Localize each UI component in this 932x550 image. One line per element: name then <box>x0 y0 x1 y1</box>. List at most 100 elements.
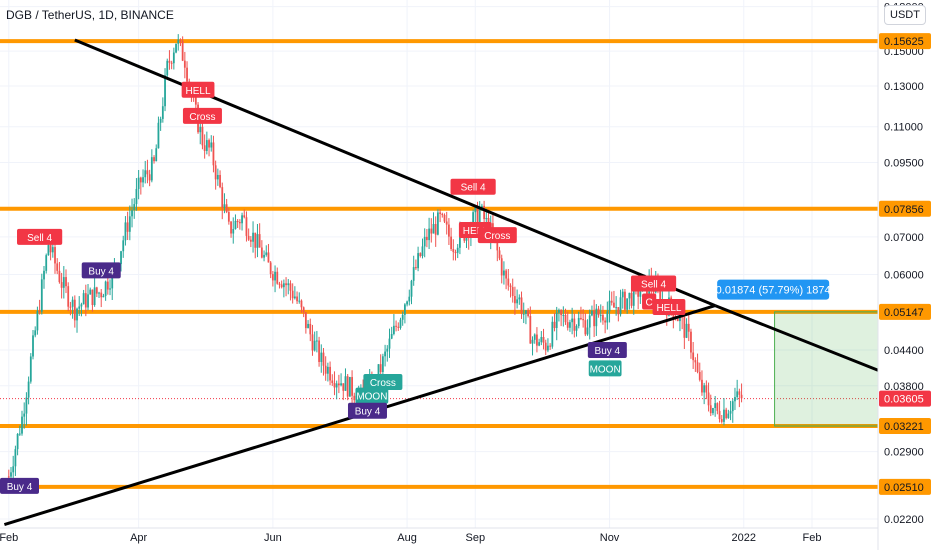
chart-title: DGB / TetherUS, 1D, BINANCE <box>6 8 174 22</box>
candle-body <box>318 340 320 362</box>
measure-label: 0.01874 (57.79%) 1874 <box>716 285 831 297</box>
last-price-label-bg <box>879 390 931 407</box>
signal-marker-label: Cross <box>370 378 396 389</box>
x-tick-label: Aug <box>397 532 417 544</box>
candle-body <box>181 41 184 61</box>
signal-marker-bg <box>347 402 387 419</box>
candle-body <box>25 397 28 414</box>
candle-body <box>254 232 257 248</box>
candle-body <box>348 377 351 397</box>
candle-body <box>562 314 565 316</box>
candle-body <box>324 365 327 374</box>
candle-body <box>707 392 710 406</box>
candle-body <box>397 326 400 328</box>
candle-body <box>124 222 127 241</box>
signal-marker-label: C <box>646 297 653 308</box>
candle-body <box>474 206 477 213</box>
candle-body <box>381 356 384 372</box>
candle-body <box>10 472 12 477</box>
signal-marker-bg <box>355 387 389 404</box>
candle-body <box>144 170 147 178</box>
candle-body <box>692 352 695 361</box>
candle-body <box>293 296 296 299</box>
candle-body <box>593 310 596 327</box>
signal-marker-bg <box>587 342 627 359</box>
candle-body <box>155 148 158 162</box>
signal-marker-bg <box>450 178 496 195</box>
candle-body <box>536 334 538 346</box>
price-axis-bg <box>878 0 932 550</box>
candle-body <box>58 270 61 283</box>
signal-marker-label: HELL <box>463 226 488 237</box>
candle-body <box>212 142 215 166</box>
candle-body <box>434 223 437 235</box>
currency-button[interactable]: USDT <box>884 5 926 25</box>
signal-marker-label: MOON <box>356 392 387 403</box>
candle-body <box>179 39 182 42</box>
time-axis[interactable]: Feb Apr Jun Aug Sep Nov 2022 Feb <box>0 527 878 544</box>
candle-body <box>538 342 541 346</box>
candle-body <box>168 60 171 63</box>
candle-body <box>542 336 545 343</box>
candle-body <box>243 215 246 218</box>
candle-body <box>313 340 316 351</box>
candle-body <box>727 413 730 419</box>
chart-grid <box>0 0 878 528</box>
candle-body <box>109 288 111 290</box>
signal-marker-label: Buy 4 <box>355 407 381 418</box>
candle-body <box>346 376 349 397</box>
candle-body <box>100 292 103 298</box>
candle-body <box>172 52 175 64</box>
candle-body <box>454 252 457 254</box>
candle-body <box>613 302 615 308</box>
candle-body <box>221 187 224 208</box>
candle-body <box>734 396 736 402</box>
price-axis[interactable]: 0.180000.150000.130000.110000.095000.070… <box>877 0 932 550</box>
signal-marker-bg <box>630 275 677 292</box>
candle-body <box>342 383 345 391</box>
candle-body <box>274 271 276 281</box>
candle-body <box>621 291 624 298</box>
candle-body <box>45 255 48 271</box>
candle-body <box>619 297 622 315</box>
signal-marker-bg <box>0 477 39 494</box>
candle-body <box>392 325 395 334</box>
candle-body <box>406 301 408 305</box>
candle-body <box>137 177 140 189</box>
candle-body <box>302 307 305 313</box>
candle-body <box>626 298 629 310</box>
candle-body <box>421 246 424 257</box>
candle-body <box>531 339 534 344</box>
candle-body <box>384 351 386 357</box>
candle-body <box>456 247 459 253</box>
candle-body <box>183 60 186 68</box>
candle-body <box>602 314 604 321</box>
candle-body <box>331 380 334 383</box>
candle-body <box>7 476 10 478</box>
candle-body <box>238 222 241 224</box>
candle-body <box>247 235 250 240</box>
candle-body <box>608 300 611 312</box>
candle-body <box>265 252 268 255</box>
signal-marker-bg <box>363 373 403 390</box>
candle-body <box>131 210 133 217</box>
candle-body <box>249 239 252 242</box>
candle-body <box>525 310 527 314</box>
candle-body <box>263 254 265 258</box>
candle-body <box>252 232 254 242</box>
candle-body <box>225 204 228 213</box>
signal-marker-bg <box>477 227 517 244</box>
candle-body <box>628 292 631 299</box>
candle-body <box>120 251 122 265</box>
candle-body <box>639 291 642 297</box>
y-tick-label: 0.11000 <box>884 122 923 134</box>
signal-marker-label: HELL <box>656 303 681 314</box>
candle-body <box>540 336 543 343</box>
candle-body <box>245 217 248 236</box>
candle-body <box>553 321 556 328</box>
candle-body <box>425 236 428 241</box>
candle-body <box>230 221 232 234</box>
candle-body <box>624 291 626 310</box>
candle-body <box>106 281 109 290</box>
